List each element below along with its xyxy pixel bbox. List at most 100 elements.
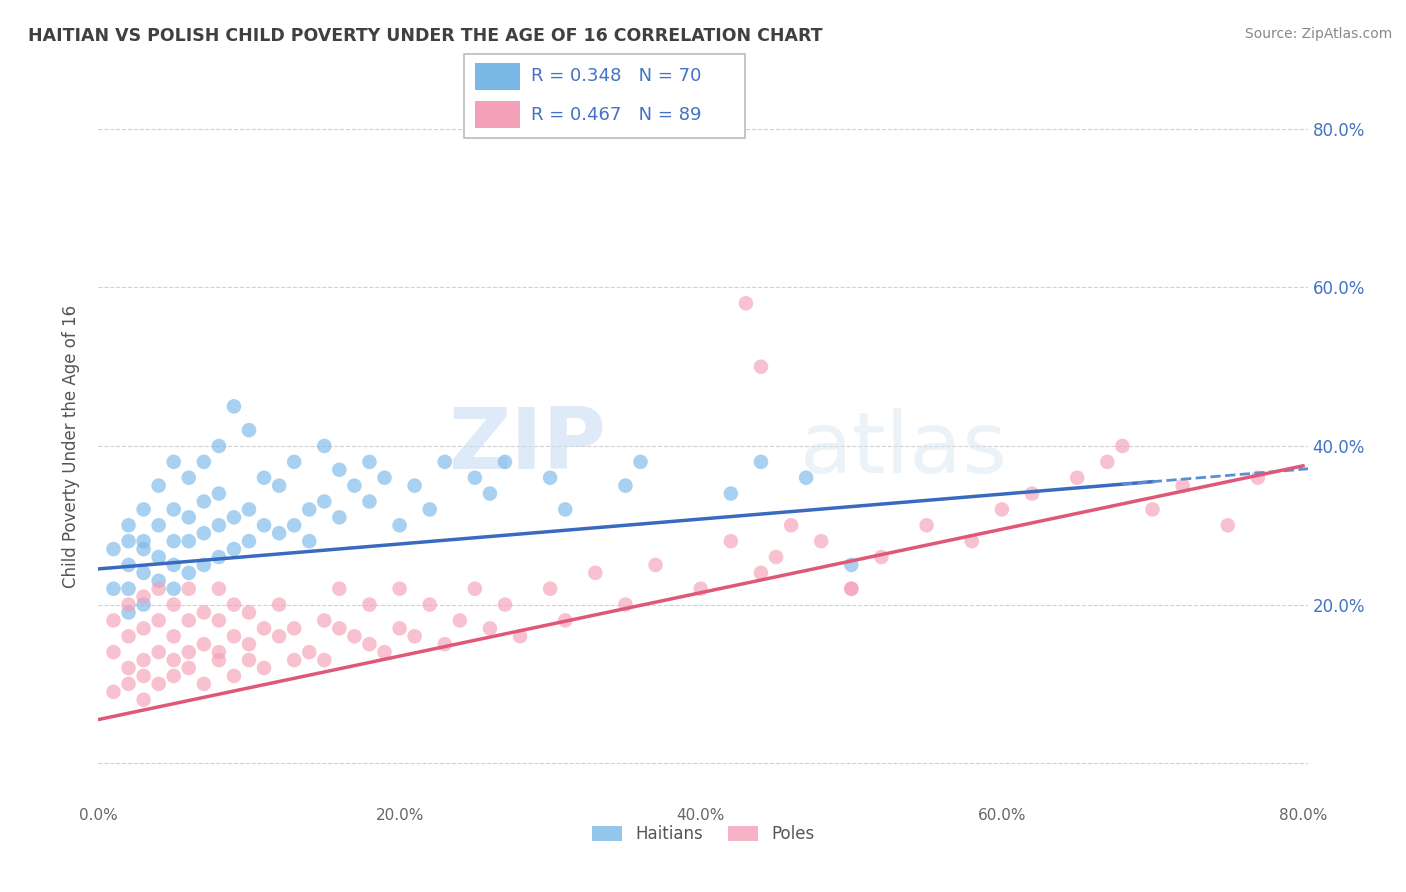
Point xyxy=(359,494,381,508)
Point xyxy=(193,526,215,541)
Point xyxy=(283,653,305,667)
Text: HAITIAN VS POLISH CHILD POVERTY UNDER THE AGE OF 16 CORRELATION CHART: HAITIAN VS POLISH CHILD POVERTY UNDER TH… xyxy=(28,27,823,45)
Point xyxy=(1097,455,1119,469)
Point xyxy=(208,653,231,667)
Point xyxy=(1066,471,1088,485)
Point xyxy=(177,471,200,485)
Point xyxy=(1247,471,1270,485)
Point xyxy=(208,645,231,659)
Point xyxy=(163,455,186,469)
Point xyxy=(238,534,260,549)
Point xyxy=(780,518,803,533)
Point xyxy=(614,478,637,492)
Point xyxy=(749,455,772,469)
Point xyxy=(193,637,215,651)
Point xyxy=(359,637,381,651)
Point xyxy=(163,669,186,683)
Point xyxy=(132,566,155,580)
Point xyxy=(735,296,758,310)
Text: Source: ZipAtlas.com: Source: ZipAtlas.com xyxy=(1244,27,1392,41)
Point xyxy=(449,614,471,628)
Point xyxy=(132,621,155,635)
Point xyxy=(148,677,170,691)
Point xyxy=(991,502,1014,516)
Point xyxy=(269,629,291,643)
Point xyxy=(208,439,231,453)
Point xyxy=(404,629,426,643)
Point xyxy=(328,510,350,524)
Point xyxy=(1021,486,1043,500)
Point xyxy=(1216,518,1239,533)
Point xyxy=(554,614,576,628)
Point xyxy=(839,558,862,572)
Point xyxy=(464,582,486,596)
Point xyxy=(148,574,170,588)
Point xyxy=(103,582,125,596)
Point xyxy=(177,510,200,524)
Text: atlas: atlas xyxy=(800,408,1008,491)
Y-axis label: Child Poverty Under the Age of 16: Child Poverty Under the Age of 16 xyxy=(62,304,80,588)
Point xyxy=(132,653,155,667)
Point xyxy=(163,582,186,596)
Point xyxy=(177,645,200,659)
Point xyxy=(359,598,381,612)
Point xyxy=(132,669,155,683)
Point xyxy=(177,534,200,549)
Point xyxy=(193,606,215,620)
Point xyxy=(132,692,155,706)
Point xyxy=(388,582,411,596)
Point xyxy=(915,518,938,533)
Point xyxy=(208,549,231,564)
Point xyxy=(478,486,501,500)
Point xyxy=(193,677,215,691)
Point xyxy=(177,661,200,675)
Point xyxy=(117,534,139,549)
Point xyxy=(269,598,291,612)
Point xyxy=(720,534,742,549)
Point xyxy=(810,534,832,549)
Point xyxy=(163,502,186,516)
Point xyxy=(238,653,260,667)
Point xyxy=(283,455,305,469)
Point xyxy=(132,542,155,557)
Point xyxy=(117,558,139,572)
FancyBboxPatch shape xyxy=(464,54,745,138)
Point xyxy=(839,582,862,596)
Point xyxy=(419,502,441,516)
Point xyxy=(343,629,366,643)
Point xyxy=(328,463,350,477)
Legend: Haitians, Poles: Haitians, Poles xyxy=(583,817,823,852)
Point xyxy=(238,423,260,437)
Point xyxy=(314,614,336,628)
Point xyxy=(163,558,186,572)
Point xyxy=(1142,502,1164,516)
Point xyxy=(404,478,426,492)
Point xyxy=(960,534,983,549)
Point xyxy=(478,621,501,635)
Point xyxy=(388,621,411,635)
Point xyxy=(103,614,125,628)
Point xyxy=(554,502,576,516)
Point xyxy=(314,494,336,508)
Point xyxy=(298,534,321,549)
Point xyxy=(269,526,291,541)
Point xyxy=(103,685,125,699)
Point xyxy=(163,629,186,643)
Point xyxy=(208,614,231,628)
Point xyxy=(163,653,186,667)
Point xyxy=(208,582,231,596)
Point xyxy=(314,439,336,453)
Point xyxy=(238,606,260,620)
Point xyxy=(253,661,276,675)
Point xyxy=(117,677,139,691)
Point xyxy=(343,478,366,492)
Point xyxy=(433,455,456,469)
Point xyxy=(222,629,245,643)
Point xyxy=(163,598,186,612)
Point xyxy=(314,653,336,667)
Point xyxy=(222,542,245,557)
Point xyxy=(238,637,260,651)
Point xyxy=(148,478,170,492)
Text: R = 0.348   N = 70: R = 0.348 N = 70 xyxy=(531,68,702,86)
Point xyxy=(870,549,893,564)
